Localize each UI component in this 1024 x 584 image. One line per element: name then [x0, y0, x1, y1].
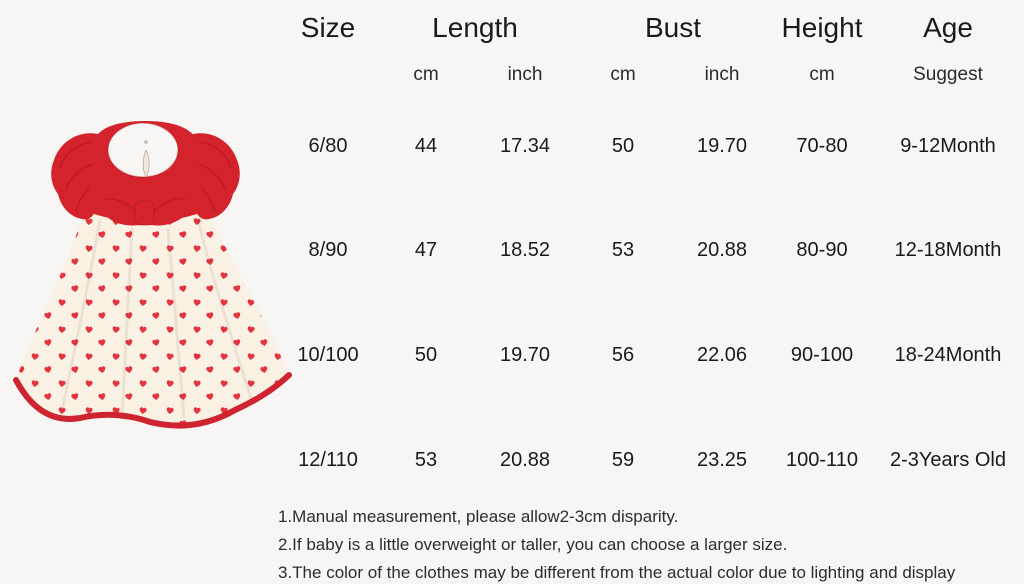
unit-length-cm: cm: [413, 64, 439, 85]
cell-height-cm: 70-80: [796, 135, 848, 157]
cell-bust-inch: 22.06: [696, 344, 748, 366]
unit-length-inch: inch: [507, 64, 543, 85]
col-header-length: Length: [432, 11, 518, 43]
cell-age: 18-24Month: [894, 344, 1002, 366]
product-photo: [0, 80, 310, 440]
cell-height-cm: 80-90: [796, 239, 848, 261]
cell-length-inch: 20.88: [499, 449, 551, 471]
cell-length-inch: 17.34: [499, 135, 551, 157]
cell-age: 2-3Years Old: [890, 449, 1006, 471]
cell-bust-inch: 23.25: [696, 449, 748, 471]
right-ruffle-sleeve: [193, 133, 240, 220]
unit-bust-cm: cm: [610, 64, 636, 85]
cell-length-cm: 44: [414, 135, 438, 157]
unit-height-cm: cm: [809, 64, 835, 85]
cell-length-inch: 18.52: [499, 239, 551, 261]
col-header-height: Height: [781, 11, 863, 43]
unit-age-suggest: Suggest: [913, 64, 983, 85]
cell-height-cm: 100-110: [786, 449, 858, 471]
cell-age: 12-18Month: [894, 239, 1002, 261]
cell-size: 8/90: [308, 239, 348, 261]
cell-bust-cm: 53: [611, 239, 635, 261]
cell-size: 10/100: [297, 344, 359, 366]
keyhole: [142, 148, 150, 178]
cell-bust-cm: 59: [611, 449, 635, 471]
col-header-bust: Bust: [644, 11, 702, 43]
back-button: [144, 140, 148, 144]
note-line: 1.Manual measurement, please allow2-3cm …: [278, 507, 679, 526]
cell-length-cm: 47: [414, 239, 438, 261]
skirt-folds: [60, 219, 254, 419]
col-header-size: Size: [300, 11, 356, 43]
cell-bust-cm: 56: [611, 344, 635, 366]
cell-size: 6/80: [308, 135, 348, 157]
dress-illustration: [13, 121, 292, 429]
unit-bust-inch: inch: [704, 64, 740, 85]
note-line: 2.If baby is a little overweight or tall…: [278, 535, 788, 554]
cell-bust-inch: 19.70: [696, 135, 748, 157]
neckline-rim: [107, 122, 179, 178]
unit-empty: [280, 55, 376, 95]
size-table: Size Length Bust Height Age cm inch cm i…: [280, 0, 1024, 513]
cell-bust-inch: 20.88: [696, 239, 748, 261]
cell-length-inch: 19.70: [499, 344, 551, 366]
bow: [99, 187, 191, 226]
cell-height-cm: 90-100: [790, 344, 854, 366]
cell-length-cm: 50: [414, 344, 438, 366]
hem-piping: [13, 372, 292, 429]
note-line: 3.The color of the clothes may be differ…: [278, 563, 956, 582]
cell-bust-cm: 50: [611, 135, 635, 157]
neck-opening: [108, 123, 178, 177]
cell-size: 12/110: [298, 449, 358, 471]
cell-age: 9-12Month: [900, 135, 996, 157]
measurement-notes: 1.Manual measurement, please allow2-3cm …: [278, 503, 1024, 584]
col-header-age: Age: [923, 11, 973, 43]
left-ruffle-sleeve: [51, 133, 98, 220]
cell-length-cm: 53: [414, 449, 438, 471]
dress-skirt-pattern: [16, 202, 289, 426]
